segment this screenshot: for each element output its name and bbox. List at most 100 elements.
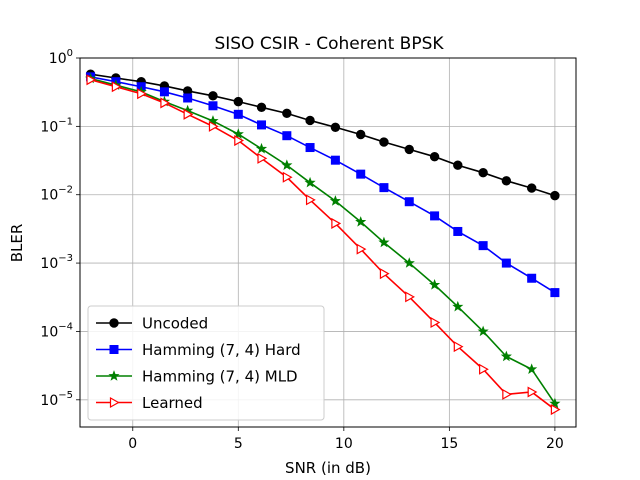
data-point	[330, 155, 340, 165]
data-point	[527, 386, 538, 398]
data-point	[282, 171, 293, 183]
y-tick-exponent: −5	[58, 390, 73, 401]
data-point	[257, 120, 267, 130]
series-4	[86, 74, 561, 416]
data-point	[234, 135, 245, 147]
data-point	[500, 350, 512, 362]
plot-frame	[79, 57, 577, 428]
data-point	[430, 317, 441, 329]
legend-label: Uncoded	[142, 315, 208, 333]
data-point	[304, 176, 316, 188]
data-point	[379, 268, 390, 280]
data-point	[305, 115, 315, 126]
data-point	[355, 216, 367, 227]
data-point	[549, 397, 561, 409]
data-point	[527, 273, 537, 283]
data-point	[208, 91, 218, 101]
data-point	[233, 109, 243, 119]
data-point	[257, 152, 268, 164]
data-point	[478, 167, 488, 178]
x-tick-label: 0	[128, 436, 137, 452]
data-point	[550, 404, 561, 416]
y-tick-base: 10	[40, 324, 58, 340]
data-point	[282, 131, 292, 141]
data-point	[86, 74, 97, 86]
data-point	[378, 236, 390, 248]
data-point	[478, 241, 488, 251]
y-tick-exponent: 0	[67, 48, 73, 59]
grid-lines	[80, 57, 576, 427]
data-point	[452, 300, 464, 312]
data-point	[502, 388, 513, 400]
data-point	[453, 341, 464, 353]
data-point	[208, 120, 219, 132]
data-point	[159, 87, 169, 97]
y-tick-label: 10−3	[40, 253, 73, 272]
y-tick-base: 10	[40, 393, 58, 409]
series-layer	[84, 69, 561, 416]
data-point	[550, 288, 560, 298]
y-tick-exponent: −2	[58, 185, 73, 196]
series-line	[90, 79, 556, 411]
data-point	[526, 363, 538, 374]
data-point	[256, 102, 267, 113]
legend-marker	[108, 370, 120, 381]
data-point	[255, 142, 268, 154]
data-point	[331, 217, 342, 229]
data-point	[403, 257, 415, 268]
data-point	[501, 258, 511, 268]
x-axis-label: SNR (in dB)	[285, 459, 371, 477]
x-tick-label: 10	[335, 436, 353, 452]
data-point	[501, 176, 512, 186]
data-point	[233, 96, 243, 107]
x-tick-label: 20	[546, 436, 564, 452]
data-point	[379, 137, 389, 147]
legend-label: Learned	[142, 394, 203, 412]
y-tick-label: 10−4	[40, 321, 73, 340]
y-tick-base: 10	[49, 51, 67, 67]
legend-marker	[109, 318, 119, 328]
y-tick-base: 10	[40, 188, 58, 204]
data-point	[207, 115, 219, 126]
data-point	[208, 101, 218, 111]
data-point	[477, 325, 489, 337]
legend-entry: Learned	[96, 394, 203, 412]
data-point	[232, 128, 244, 139]
data-point	[356, 169, 366, 179]
legend-label: Hamming (7, 4) MLD	[142, 368, 298, 386]
x-tick-label: 15	[440, 436, 458, 452]
data-point	[305, 143, 315, 153]
data-point	[160, 97, 171, 109]
series-1	[85, 69, 560, 201]
data-point	[329, 195, 341, 206]
data-point	[479, 363, 489, 375]
chart-title: SISO CSIR - Coherent BPSK	[214, 34, 444, 54]
y-tick-exponent: −4	[58, 321, 73, 332]
y-axis-label: BLER	[8, 224, 26, 263]
y-tick-base: 10	[40, 256, 58, 272]
legend-entry: Hamming (7, 4) MLD	[96, 368, 298, 386]
data-point	[183, 93, 193, 103]
data-point	[404, 197, 414, 207]
data-point	[282, 108, 292, 119]
legend-label: Hamming (7, 4) Hard	[142, 341, 301, 359]
data-point	[330, 122, 341, 132]
y-tick-label: 10−1	[40, 116, 73, 135]
data-point	[453, 160, 463, 170]
legend-entry: Hamming (7, 4) Hard	[96, 341, 301, 359]
data-point	[183, 108, 194, 120]
data-point	[526, 183, 537, 193]
y-tick-exponent: −3	[58, 253, 73, 264]
y-tick-label: 10−5	[40, 390, 73, 409]
data-point	[356, 129, 366, 140]
data-point	[379, 183, 389, 193]
data-point	[429, 279, 441, 290]
data-point	[137, 88, 147, 100]
y-tick-base: 10	[40, 119, 58, 135]
legend-box	[87, 305, 325, 421]
legend: Uncoded Hamming (7, 4) Hard Hamming (7, 4)…	[87, 305, 325, 421]
data-point	[429, 151, 440, 162]
data-point	[550, 190, 560, 201]
data-point	[430, 211, 440, 221]
